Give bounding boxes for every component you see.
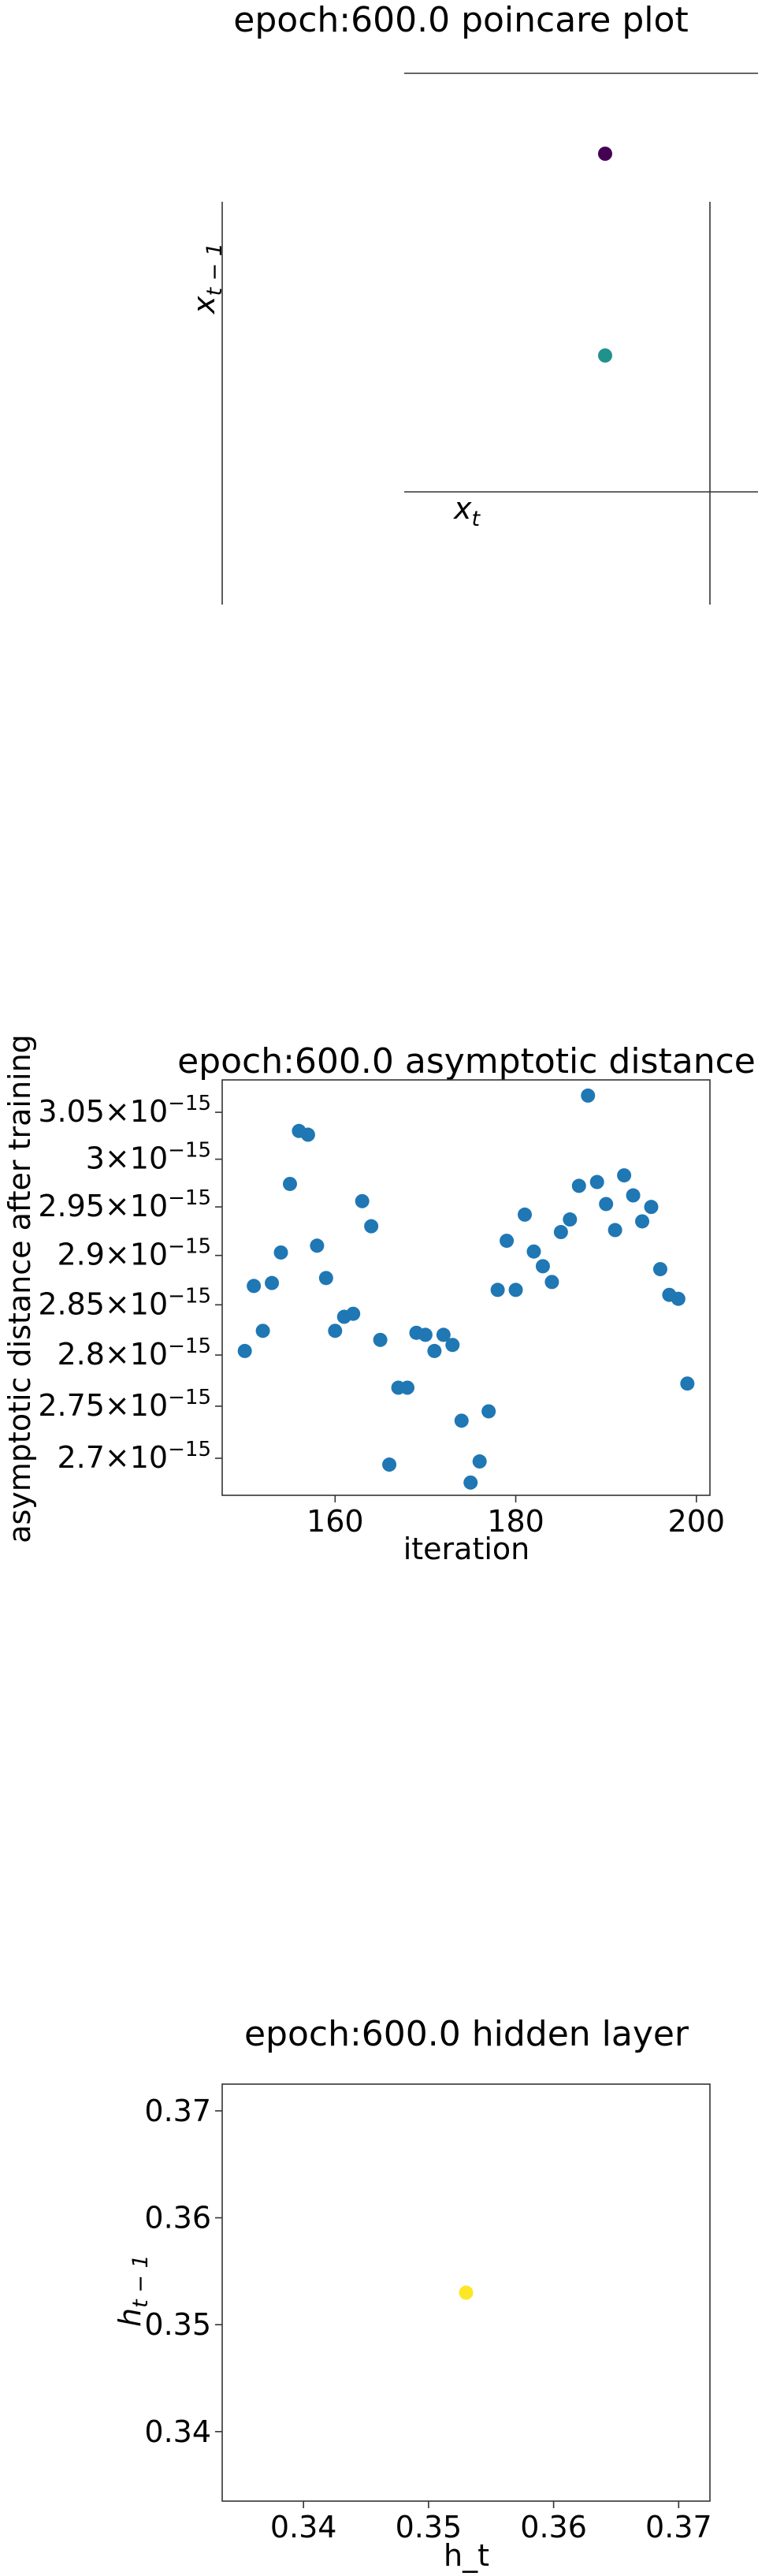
distance-xlabel: iteration: [403, 1532, 530, 1566]
distance-point: [382, 1457, 397, 1472]
distance-point: [300, 1127, 315, 1142]
distance-point: [635, 1214, 650, 1229]
hidden-y-ticks: 0.34 0.35 0.36 0.37: [144, 2094, 222, 2449]
distance-point: [553, 1225, 568, 1240]
distance-point: [265, 1275, 280, 1290]
distance-title: epoch:600.0 asymptotic distance: [177, 1041, 756, 1081]
distance-point: [310, 1238, 325, 1253]
distance-point: [463, 1475, 478, 1490]
hidden-plot-frame: [221, 2083, 711, 2502]
distance-point: [490, 1282, 505, 1297]
poincare-title: epoch:600.0 poincare plot: [233, 0, 688, 40]
distance-point: [318, 1271, 333, 1286]
distance-point: [626, 1188, 641, 1203]
distance-point: [282, 1176, 297, 1191]
distance-y-tick-label: 3×10−15: [86, 1139, 211, 1176]
distance-y-tick-label: 2.85×10−15: [38, 1284, 211, 1321]
distance-point: [328, 1323, 343, 1338]
distance-point: [581, 1088, 596, 1103]
poincare-ylabel: xt − 1: [187, 243, 227, 315]
distance-x-tick-label: 180: [487, 1504, 544, 1539]
hidden-y-tick-label: 0.37: [144, 2094, 211, 2128]
distance-point: [563, 1212, 578, 1227]
distance-point: [671, 1291, 686, 1306]
distance-point: [571, 1178, 586, 1193]
distance-point: [544, 1275, 559, 1290]
distance-point: [346, 1306, 361, 1321]
distance-chart: epoch:600.0 asymptotic distance 160 180 20…: [2, 1034, 756, 1566]
distance-point: [608, 1223, 622, 1238]
distance-point: [436, 1327, 451, 1342]
distance-point: [255, 1323, 270, 1338]
distance-point: [535, 1259, 550, 1274]
distance-y-tick-label: 2.75×10−15: [38, 1386, 211, 1423]
hidden-title: epoch:600.0 hidden layer: [244, 2014, 689, 2054]
poincare-xlabel: xt: [453, 491, 481, 531]
hidden-points: [459, 2285, 474, 2300]
distance-point: [652, 1262, 667, 1277]
distance-y-tick-label: 2.9×10−15: [57, 1235, 211, 1272]
distance-y-tick-label: 2.7×10−15: [57, 1438, 211, 1475]
distance-point: [399, 1380, 414, 1395]
distance-y-tick-label: 2.95×10−15: [38, 1186, 211, 1223]
hidden-xlabel: h_t: [444, 2538, 489, 2573]
distance-y-tick-label: 2.8×10−15: [57, 1335, 211, 1372]
distance-point: [364, 1219, 379, 1234]
hidden-ylabel: ht − 1: [113, 2254, 153, 2327]
distance-point: [355, 1193, 370, 1208]
distance-point: [589, 1174, 604, 1189]
distance-point: [680, 1376, 695, 1391]
hidden-y-tick-label: 0.36: [144, 2201, 211, 2235]
distance-point: [472, 1454, 487, 1469]
hidden-x-ticks: 0.34 0.35 0.36 0.37: [270, 2501, 712, 2544]
hidden-x-tick-label: 0.37: [645, 2510, 712, 2544]
distance-point: [644, 1200, 659, 1215]
distance-points: [237, 1088, 695, 1490]
distance-point: [481, 1404, 496, 1419]
hidden-chart: epoch:600.0 hidden layer 0.34 0.35 0.36 0.3…: [113, 2014, 712, 2573]
distance-point: [418, 1327, 433, 1342]
hidden-y-tick-label: 0.35: [144, 2307, 211, 2342]
distance-point: [427, 1343, 442, 1358]
distance-x-tick-label: 200: [668, 1504, 726, 1539]
distance-point: [508, 1282, 523, 1297]
distance-point: [599, 1197, 614, 1212]
distance-point: [454, 1413, 469, 1428]
distance-plot-frame: [221, 1079, 711, 1496]
hidden-x-tick-label: 0.36: [520, 2510, 587, 2544]
distance-y-tick-label: 3.05×10−15: [38, 1092, 211, 1129]
distance-x-tick-label: 160: [307, 1504, 364, 1539]
distance-point: [526, 1244, 541, 1259]
distance-point: [500, 1234, 515, 1249]
distance-y-ticks: 2.7×10−15 2.75×10−15 2.8×10−15 2.85×10−15 2.…: [38, 1092, 222, 1475]
hidden-point: [459, 2285, 474, 2300]
hidden-x-tick-label: 0.35: [396, 2510, 463, 2544]
hidden-y-tick-label: 0.34: [144, 2414, 211, 2449]
distance-point: [237, 1343, 252, 1358]
distance-point: [373, 1332, 388, 1347]
distance-point: [518, 1207, 533, 1222]
distance-x-ticks: 160 180 200: [307, 1495, 725, 1539]
distance-ylabel: asymptotic distance after training: [2, 1034, 37, 1543]
distance-point: [247, 1279, 262, 1294]
distance-point: [445, 1338, 460, 1353]
poincare-chart: epoch:600.0 poincare plot xt xt − 1: [187, 0, 758, 605]
distance-point: [617, 1168, 632, 1183]
hidden-x-tick-label: 0.34: [270, 2510, 337, 2544]
poincare-point-upper: [598, 147, 612, 161]
poincare-point-lower: [598, 348, 612, 363]
distance-point: [273, 1245, 288, 1260]
